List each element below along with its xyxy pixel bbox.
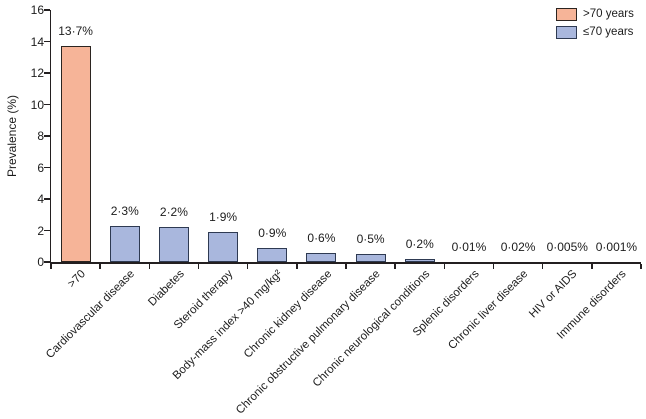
bar (257, 247, 288, 262)
x-tick (99, 263, 101, 269)
y-tick (44, 40, 50, 43)
legend-swatch-under70-icon (556, 25, 577, 39)
bar-value-label: 1·9% (209, 210, 238, 225)
legend-swatch-over70-icon (556, 7, 577, 21)
x-tick (50, 263, 52, 269)
x-tick (394, 263, 396, 269)
y-tick-label: 14 (30, 34, 44, 49)
legend-item-over70: >70 years (556, 5, 634, 23)
y-tick (44, 166, 50, 169)
x-tick (492, 263, 495, 269)
x-category-label: Chronic kidney disease (241, 268, 334, 361)
bar (60, 46, 91, 262)
x-tick (148, 263, 151, 269)
y-tick (44, 9, 50, 11)
x-tick (345, 263, 347, 269)
bar-value-label: 0·5% (356, 232, 385, 247)
y-tick-label: 8 (37, 129, 44, 143)
y-tick-label: 6 (37, 160, 44, 175)
bar (109, 225, 140, 262)
y-tick-label: 0 (37, 255, 44, 269)
bar-value-label: 0·001% (595, 239, 638, 254)
y-tick-label: 16 (30, 3, 44, 17)
x-category-label: >70 (65, 268, 89, 291)
y-tick (44, 135, 50, 137)
y-tick-label: 12 (30, 66, 44, 80)
bar (355, 254, 386, 262)
y-tick (44, 72, 50, 74)
bar-value-label: 13·7% (58, 24, 93, 39)
x-category-label: Cardiovascular disease (44, 268, 138, 362)
bar-value-label: 0·6% (307, 230, 336, 245)
bar-value-label: 0·9% (258, 225, 287, 240)
x-tick (296, 263, 298, 269)
x-tick (443, 263, 446, 269)
legend-label-under70: ≤70 years (583, 26, 634, 38)
bar-value-label: 0·005% (546, 239, 588, 254)
x-category-label: HIV or AIDS (527, 268, 580, 321)
x-tick (197, 263, 200, 269)
x-tick (541, 263, 544, 269)
y-tick (44, 103, 50, 106)
legend-item-under70: ≤70 years (556, 23, 634, 41)
bar-value-label: 0·01% (451, 239, 487, 254)
bar (158, 227, 189, 262)
y-tick-label: 10 (30, 97, 44, 112)
x-category-label: Diabetes (145, 268, 187, 309)
legend: >70 years ≤70 years (556, 5, 634, 41)
bar-value-label: 2·3% (110, 203, 139, 218)
y-tick-label: 4 (37, 192, 44, 206)
x-tick (591, 263, 593, 269)
bar-value-label: 0·2% (405, 236, 434, 251)
bar-value-label: 0·02% (500, 239, 536, 254)
bar (404, 258, 435, 262)
y-axis-line (49, 10, 51, 262)
x-tick (246, 263, 249, 269)
y-tick-label: 2 (37, 223, 44, 238)
y-tick (44, 198, 50, 200)
legend-label-over70: >70 years (583, 8, 634, 20)
bar (208, 232, 239, 262)
y-tick (44, 229, 50, 232)
y-tick (44, 261, 50, 263)
x-tick (640, 263, 642, 269)
x-axis-line (49, 262, 641, 264)
bar-value-label: 2·2% (159, 205, 188, 220)
bar (306, 252, 337, 262)
